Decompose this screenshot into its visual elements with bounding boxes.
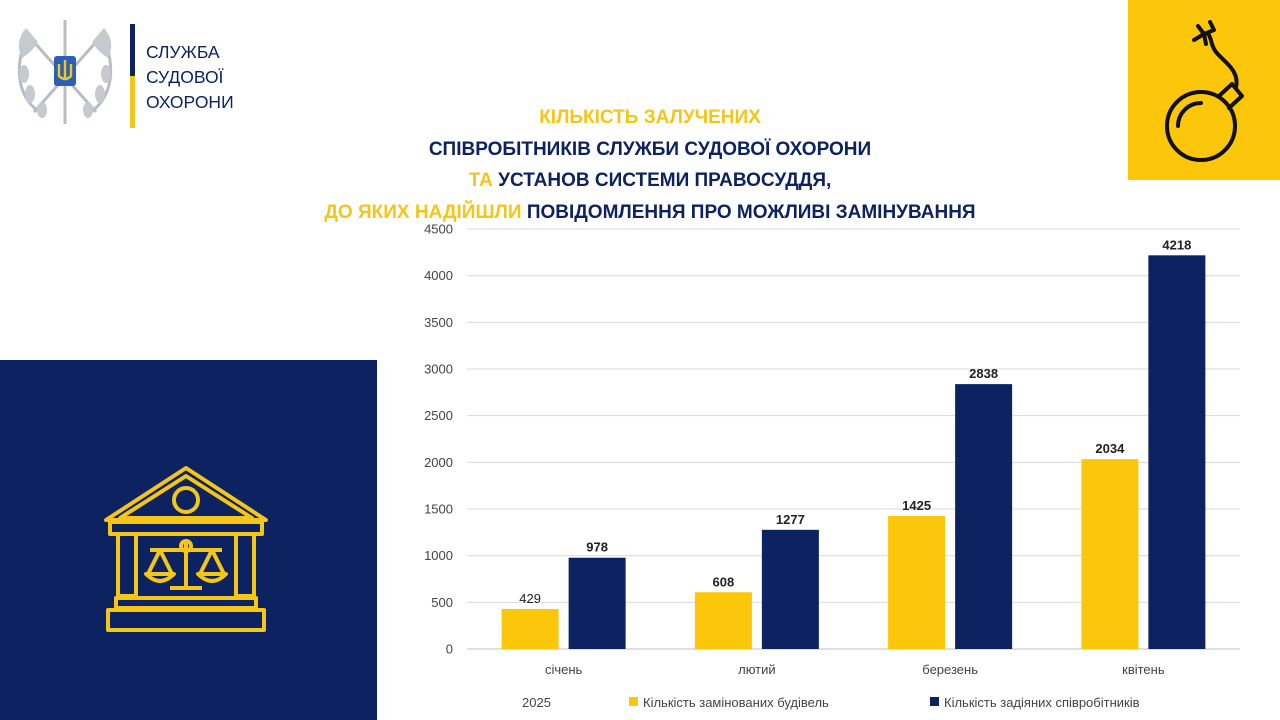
y-tick-label: 3000: [424, 362, 453, 377]
org-name-line: СУДОВОЇ: [146, 67, 224, 87]
y-tick-label: 1500: [424, 502, 453, 517]
y-tick-label: 500: [431, 595, 453, 610]
org-name-line: СЛУЖБА: [146, 42, 220, 62]
bar-chart: 0 500 1000 1500 2000 2500 3000 3500 4000 4500 429…: [424, 222, 1240, 710]
data-label: 2034: [1095, 441, 1125, 456]
data-label: 429: [519, 591, 541, 606]
chart-title: КІЛЬКІСТЬ ЗАЛУЧЕНИХ СПІВРОБІТНИКІВ СЛУЖБ…: [250, 102, 1050, 228]
org-name-line: ОХОРОНИ: [146, 92, 234, 112]
y-tick-label: 0: [446, 642, 453, 657]
bar-employees: [568, 557, 626, 649]
y-tick-label: 3500: [424, 315, 453, 330]
bomb-icon: [1165, 20, 1244, 162]
title-line-2: СПІВРОБІТНИКІВ СЛУЖБИ СУДОВОЇ ОХОРОНИ: [428, 138, 872, 160]
courthouse-scales-icon: [104, 466, 268, 632]
legend-label-employees: Кількість задіяних співробітників: [944, 695, 1140, 710]
y-tick-label: 2000: [424, 455, 453, 470]
y-tick-label: 2500: [424, 408, 453, 423]
title-line-3b: УСТАНОВ СИСТЕМИ ПРАВОСУДДЯ,: [492, 170, 832, 191]
legend-swatch-employees: [930, 697, 939, 706]
bar-employees: [1148, 255, 1206, 649]
y-axis-ticks: 0 500 1000 1500 2000 2500 3000 3500 4000 4500: [424, 222, 453, 657]
emblem-logo-icon: [17, 20, 113, 124]
title-line-3a: ТА: [468, 170, 493, 191]
bar-buildings: [501, 608, 559, 649]
x-tick-label: квітень: [1122, 662, 1165, 677]
legend-swatch-buildings: [629, 697, 638, 706]
data-label: 4218: [1162, 237, 1191, 252]
title-line-4b: ПОВІДОМЛЕННЯ ПРО МОЖЛИВІ ЗАМІНУВАННЯ: [521, 201, 976, 223]
bar-buildings: [694, 592, 752, 649]
bar-employees: [761, 529, 819, 649]
data-label: 978: [586, 540, 608, 555]
title-line-1: КІЛЬКІСТЬ ЗАЛУЧЕНИХ: [539, 107, 761, 128]
organization-name: СЛУЖБА СУДОВОЇ ОХОРОНИ: [146, 40, 234, 115]
bar-employees: [955, 384, 1013, 649]
legend-label-buildings: Кількість замінованих будівель: [643, 695, 829, 710]
x-axis-ticks: січень лютий березень квітень: [545, 662, 1165, 677]
x-tick-label: січень: [545, 662, 583, 677]
x-tick-label: березень: [922, 662, 978, 677]
title-line-4a: ДО ЯКИХ НАДІЙШЛИ: [324, 201, 522, 223]
chart-legend: 2025 Кількість замінованих будівель Кіль…: [522, 695, 1140, 710]
chart-bars: [501, 255, 1206, 649]
y-tick-label: 1000: [424, 548, 453, 563]
bar-buildings: [888, 516, 946, 649]
data-label: 608: [713, 574, 735, 589]
x-tick-label: лютий: [738, 662, 776, 677]
y-tick-label: 4000: [424, 268, 453, 283]
data-label: 2838: [969, 366, 998, 381]
data-label: 1277: [776, 512, 805, 527]
logo-divider: [130, 24, 135, 128]
data-label: 1425: [902, 498, 931, 513]
y-tick-label: 4500: [424, 222, 453, 237]
courthouse-panel: [0, 360, 377, 720]
x-group-label: 2025: [522, 695, 551, 710]
bomb-panel: [1128, 0, 1280, 180]
data-labels: 429 978 608 1277 1425 2838 2034 4218: [519, 237, 1191, 606]
bar-buildings: [1081, 459, 1139, 649]
